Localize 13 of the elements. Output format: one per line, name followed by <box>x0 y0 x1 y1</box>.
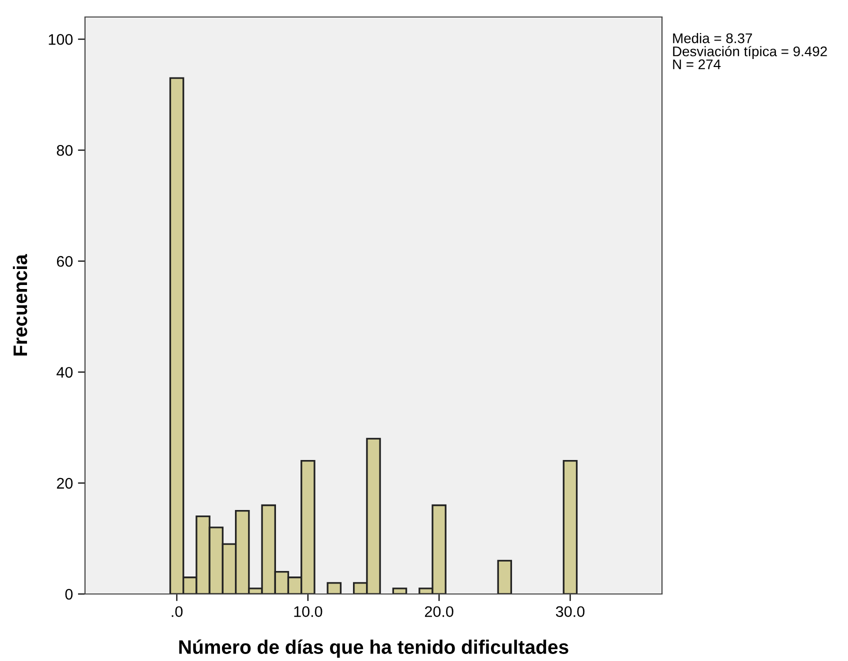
y-axis-title: Frecuencia <box>12 254 28 356</box>
x-tick-label: 20.0 <box>424 606 454 618</box>
x-tick-label: .0 <box>172 606 183 618</box>
y-tick-label: 80 <box>56 145 73 156</box>
text: Media = 8.37 Desviación típica = 9.492 N = 274 <box>673 33 827 70</box>
y-tick-label: 20 <box>56 478 73 489</box>
y-tick-label: 40 <box>56 366 73 378</box>
y-tick-label: 100 <box>48 34 73 45</box>
x-tick-label: 10.0 <box>294 606 322 618</box>
y-tick-label: 0 <box>65 588 73 600</box>
y-tick-label: 60 <box>56 256 73 267</box>
x-tick-label: 30.0 <box>556 606 584 618</box>
x-axis-title: Número de días que ha tenido dificultades <box>179 639 568 658</box>
